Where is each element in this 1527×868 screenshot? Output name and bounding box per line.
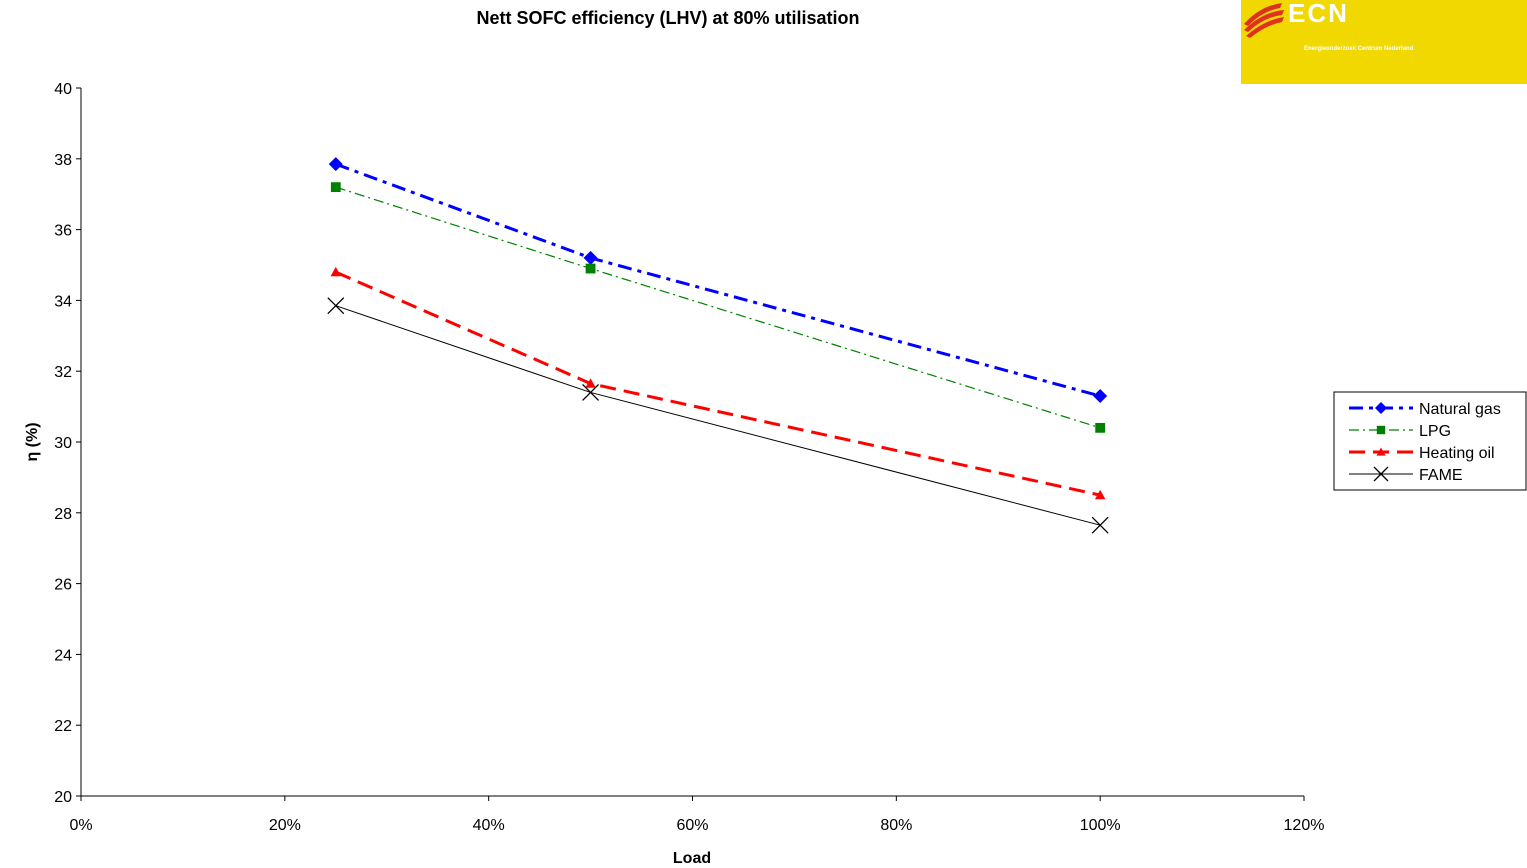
y-tick-label: 40 <box>54 81 72 98</box>
x-tick-label: 40% <box>473 817 505 834</box>
legend-label: Heating oil <box>1419 445 1495 462</box>
data-point-triangle <box>330 266 342 277</box>
y-tick-label: 30 <box>54 435 72 452</box>
data-point-triangle <box>1376 447 1386 456</box>
x-ticks: 0% 20% 40% 60% 80% 100% 120% <box>69 796 1324 834</box>
series-line <box>335 162 1101 398</box>
y-tick-label: 34 <box>54 293 72 310</box>
y-ticks: 20 22 24 26 28 30 32 34 36 38 40 <box>54 81 81 806</box>
x-tick-label: 0% <box>69 817 92 834</box>
data-point-x <box>582 383 600 401</box>
legend-label: LPG <box>1419 423 1451 440</box>
legend-label: FAME <box>1419 467 1463 484</box>
series-group <box>327 157 1109 534</box>
legend-item: LPG <box>1349 423 1451 440</box>
x-axis-title: Load <box>673 850 711 867</box>
legend: Natural gas LPG Heating oil FAME <box>1333 391 1527 491</box>
data-point-diamond <box>1375 402 1387 414</box>
y-tick-label: 24 <box>54 647 72 664</box>
y-tick-label: 20 <box>54 789 72 806</box>
data-point-diamond <box>1093 388 1108 403</box>
data-point-x <box>1373 466 1389 482</box>
y-tick-label: 38 <box>54 152 72 169</box>
x-tick-label: 60% <box>676 817 708 834</box>
data-point-triangle <box>585 378 596 388</box>
logo-subtitle: Energieonderzoek Centrum Nederland <box>1304 46 1414 52</box>
series-fame <box>327 297 1109 534</box>
ecn-stripes-icon <box>1244 3 1284 38</box>
chart-title: Nett SOFC efficiency (LHV) at 80% utilis… <box>476 8 859 28</box>
y-tick-label: 26 <box>54 577 72 594</box>
legend-item: Heating oil <box>1349 445 1495 462</box>
logo-name: ECN <box>1288 0 1349 28</box>
x-tick-label: 120% <box>1284 817 1325 834</box>
data-point-diamond <box>583 250 598 265</box>
series-line <box>335 270 1101 497</box>
y-tick-label: 32 <box>54 364 72 381</box>
data-point-diamond <box>328 157 343 172</box>
series-line <box>335 305 1101 526</box>
y-tick-label: 22 <box>54 718 72 735</box>
x-tick-label: 100% <box>1080 817 1121 834</box>
data-point-square <box>1376 425 1386 435</box>
data-point-x <box>1091 516 1109 534</box>
ecn-logo: ECN Energieonderzoek Centrum Nederland <box>1241 0 1527 84</box>
y-axis-title: η (%) <box>24 422 41 461</box>
data-point-square <box>330 182 341 193</box>
series-heating-oil <box>330 266 1106 500</box>
y-tick-label: 28 <box>54 506 72 523</box>
series-line <box>335 186 1101 429</box>
legend-item: FAME <box>1349 466 1463 484</box>
logo-background <box>1241 0 1527 84</box>
legend-item: Natural gas <box>1349 401 1501 418</box>
series-natural-gas <box>328 157 1108 403</box>
data-point-square <box>585 263 596 274</box>
data-point-triangle <box>1094 489 1106 500</box>
legend-label: Natural gas <box>1419 401 1501 418</box>
data-point-x <box>327 297 345 315</box>
x-tick-label: 20% <box>269 817 301 834</box>
x-tick-label: 80% <box>880 817 912 834</box>
data-point-square <box>1095 422 1106 433</box>
series-lpg <box>330 182 1106 433</box>
y-tick-label: 36 <box>54 223 72 240</box>
